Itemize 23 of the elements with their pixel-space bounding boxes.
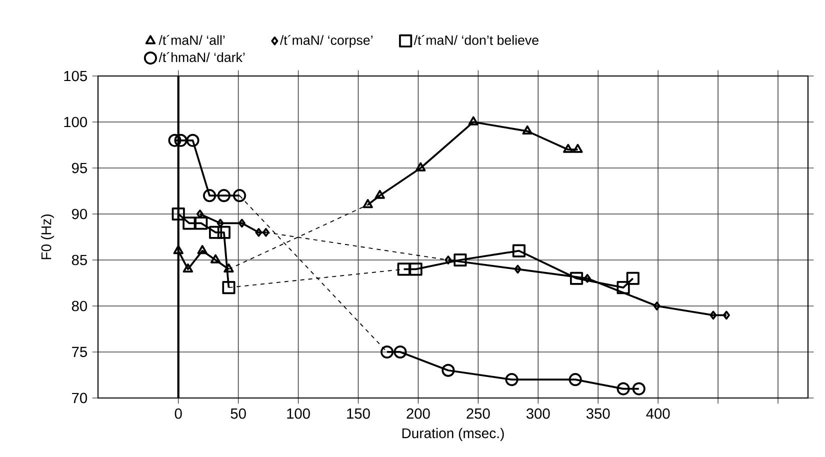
x-tick-label: 50 [230,408,246,419]
y-tick-label: 75 [72,346,87,358]
x-tick-label: 0 [174,408,182,419]
y-axis-title: F0 (Hz) [40,214,54,260]
legend-label: /t´maN/ ‘don’t believe [414,34,538,45]
x-tick-label: 200 [406,408,430,419]
y-tick-label: 80 [72,300,88,312]
legend-label: /t´maN/ ‘all’ [158,34,225,45]
y-tick-label: 105 [64,70,87,82]
y-tick-label: 70 [72,392,88,404]
y-tick-label: 90 [72,208,88,220]
y-tick-label: 100 [64,116,88,128]
y-tick-label: 85 [72,254,87,266]
x-tick-label: 100 [287,408,310,419]
x-tick-label: 150 [347,408,370,419]
legend-label: /t´maN/ ‘corpse’ [280,34,372,48]
x-tick-label: 400 [646,408,670,419]
x-tick-label: 350 [586,408,610,419]
legend-label: /t´hmaN/ ‘dark’ [158,52,245,62]
x-tick-label: 250 [466,408,490,419]
x-tick-label: 300 [526,408,550,419]
x-axis-title: Duration (msec.) [402,428,504,441]
y-tick-label: 95 [72,162,87,174]
